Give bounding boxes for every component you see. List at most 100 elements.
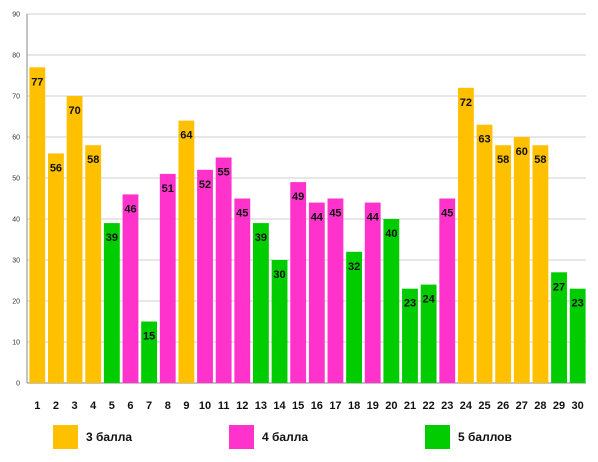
x-tick-label-9: 9 [183,400,189,412]
x-tick-label-19: 19 [367,400,379,412]
bar-2 [48,153,64,383]
bar-19 [364,202,381,383]
x-tick-label-11: 11 [218,400,230,412]
data-label-8: 51 [162,183,174,195]
bar-1 [29,67,46,384]
x-tick-label-23: 23 [441,400,453,412]
bar-15 [290,182,307,383]
bar-21 [402,288,418,383]
legend-swatch-3 [53,425,78,449]
x-tick-label-30: 30 [572,400,584,412]
x-tick-label-29: 29 [553,400,565,412]
bar-8 [159,173,176,383]
x-tick-label-15: 15 [292,400,304,412]
bar-22 [420,284,437,383]
bar-28 [532,145,549,383]
legend-label-4: 4 балла [262,430,309,444]
bar-5 [103,223,120,383]
x-tick-label-21: 21 [404,400,416,412]
legend-item-5: 5 баллов [425,424,512,450]
x-tick-label-12: 12 [236,400,248,412]
bar-23 [439,198,456,383]
bar-9 [178,120,195,383]
y-tick-label: 0 [16,381,20,388]
data-label-3: 70 [68,105,80,117]
data-label-13: 39 [255,232,267,244]
bar-24 [457,87,474,384]
x-tick-label-17: 17 [329,400,341,412]
x-tick-label-18: 18 [348,400,360,412]
x-tick-label-20: 20 [385,400,397,412]
x-tick-label-4: 4 [90,400,97,412]
data-label-6: 46 [124,203,136,215]
bar-18 [346,251,363,383]
data-label-5: 39 [106,232,118,244]
x-tick-label-22: 22 [422,400,434,412]
data-label-9: 64 [180,130,193,142]
y-tick-label: 20 [12,299,20,306]
bar-3 [66,96,83,383]
bar-20 [383,219,400,383]
bar-25 [476,124,493,383]
data-label-25: 63 [478,134,490,146]
y-tick-label: 60 [12,135,20,142]
bar-26 [495,145,512,383]
data-label-12: 45 [236,208,248,220]
data-label-21: 23 [404,298,416,310]
bar-16 [308,202,325,383]
y-tick-label: 10 [12,340,20,347]
bar-10 [197,169,213,383]
y-tick-label: 30 [12,258,20,265]
legend-item-3: 3 балла [53,424,132,450]
bar-30 [569,288,586,383]
data-label-26: 58 [497,154,509,166]
legend-label-3: 3 балла [86,430,133,444]
x-tick-label-6: 6 [127,400,133,412]
x-tick-label-27: 27 [516,400,528,412]
x-tick-label-7: 7 [146,400,152,412]
data-label-2: 56 [50,162,62,174]
data-label-15: 49 [292,191,304,203]
bar-17 [327,198,344,383]
y-tick-label: 40 [12,217,20,224]
bar-7 [141,321,158,383]
bar-6 [122,194,139,383]
data-label-27: 60 [516,146,528,158]
data-label-10: 52 [199,179,211,191]
y-axis-ticks: 0 10 20 30 40 50 60 70 80 90 [12,12,20,388]
data-label-20: 40 [385,228,397,240]
bar-13 [252,223,269,383]
data-label-29: 27 [553,281,565,293]
data-label-18: 32 [348,261,360,273]
data-label-4: 58 [87,154,99,166]
data-label-17: 45 [329,208,341,220]
data-label-14: 30 [273,269,285,281]
x-tick-label-25: 25 [478,400,490,412]
legend-swatch-5 [425,425,450,449]
x-tick-label-14: 14 [273,400,286,412]
data-label-19: 44 [367,212,380,224]
y-tick-label: 80 [12,53,20,60]
x-axis-ticks: 1 2 3 4 5 6 7 8 9 10 11 12 13 14 15 16 17 18 19 20 21 22 23 24 2… [34,400,584,412]
data-label-22: 24 [422,294,435,306]
x-tick-label-24: 24 [460,400,473,412]
x-tick-label-8: 8 [165,400,171,412]
x-tick-label-3: 3 [72,400,78,412]
data-label-1: 77 [31,76,43,88]
data-label-16: 44 [311,212,324,224]
bar-12 [234,198,251,383]
data-label-11: 55 [218,167,230,179]
data-label-7: 15 [143,331,155,343]
x-tick-label-28: 28 [534,400,546,412]
y-tick-label: 90 [12,12,20,19]
x-tick-label-5: 5 [109,400,115,412]
y-tick-label: 70 [12,94,20,101]
y-tick-label: 50 [12,176,20,183]
data-label-28: 58 [534,154,546,166]
bar-4 [85,145,102,383]
bar-27 [513,137,530,383]
legend-label-5: 5 баллов [458,430,512,444]
bars: 77 56 70 58 39 46 15 51 64 52 55 45 39 30 49 44 45 32 44 40… [29,67,586,384]
x-tick-label-26: 26 [497,400,509,412]
